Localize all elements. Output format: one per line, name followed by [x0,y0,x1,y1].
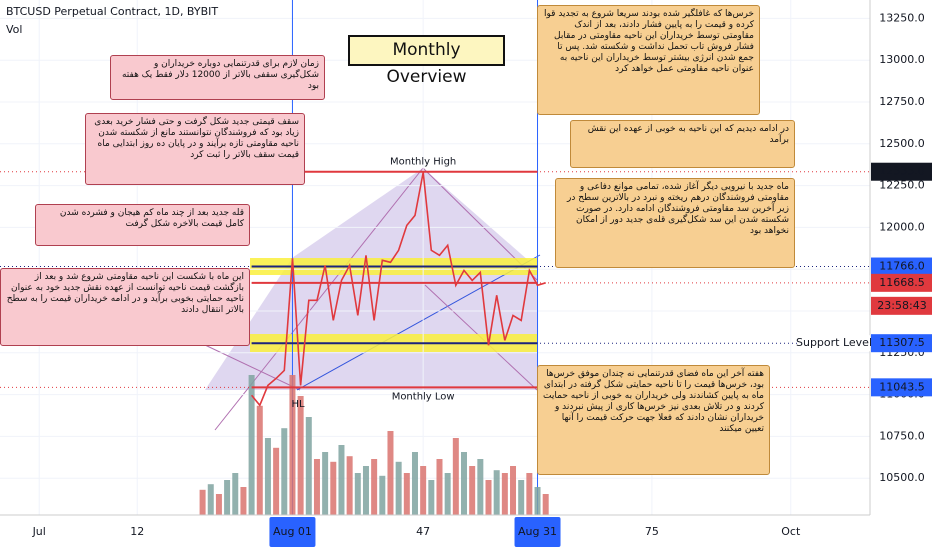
volume-label: Vol [6,23,22,36]
volume-bar [420,466,427,515]
price-label-bg [871,334,932,353]
y-tick-label: 12250.0 [879,179,925,192]
y-tick-label: 12000.0 [879,220,925,233]
volume-bar [289,375,296,515]
annotation: در ادامه دیدیم که این ناحیه به خوبی از ع… [570,120,795,168]
volume-bar [354,473,361,515]
x-tick-label: Aug 01 [273,525,312,538]
volume-bar [248,375,255,515]
volume-bar [501,473,508,515]
volume-bar [526,473,533,515]
volume-bar [485,480,492,515]
price-label-bg [871,378,932,397]
volume-bar [477,459,484,515]
annotation: قله جدید بعد از چند ماه کم هیجان و فشرده… [35,204,250,246]
price-label-bg [871,273,932,292]
price-label: 12333.0 [879,165,925,178]
volume-bar [461,452,467,515]
price-line [250,172,546,407]
volume-bar [207,484,214,515]
heading: Monthly Overview [348,35,505,87]
hl-label: HL [291,399,305,410]
price-label: 11668.5 [879,276,925,289]
volume-bar [215,494,222,515]
x-tick-label: Oct [781,525,801,538]
price-label-bg [871,162,932,181]
annotation: زمان لازم برای قدرتنمایی دوباره خریداران… [110,55,325,100]
level-name: Monthly Low [392,391,455,402]
volume-bar [224,480,231,515]
volume-bar [436,459,443,515]
y-tick-label: 12750.0 [879,95,925,108]
volume-bar [264,438,271,515]
y-tick-label: 10500.0 [879,471,925,484]
x-tick-label: 75 [645,525,659,538]
volume-bar [199,489,206,515]
y-tick-label: 10750.0 [879,429,925,442]
y-tick-label: 13000.0 [879,53,925,66]
countdown: 23:58:43 [877,299,926,312]
volume-bar [338,445,345,515]
volume-bar [281,428,288,515]
level-name: Monthly High [390,157,456,168]
volume-bar [444,473,451,515]
volume-bar [232,473,239,515]
volume-bar [411,452,418,515]
volume-bar [371,459,378,515]
volume-bar [518,480,525,515]
annotation: خرس‌ها که غافلگیر شده بودند سریعا شروع ب… [537,5,760,115]
volume-bar [330,461,337,515]
volume-bar [256,405,263,515]
annotation: این ماه با شکست این ناحیه مقاومتی شروع ش… [0,268,250,346]
volume-bar [493,470,500,515]
volume-bar [240,487,247,515]
price-label: 11307.5 [879,336,925,349]
volume-bar [387,431,394,515]
level-name-bg [798,335,870,352]
volume-bar [297,396,304,515]
price-label: 11766.0 [879,260,925,273]
x-tick-label: 12 [130,525,144,538]
volume-bar [273,447,280,515]
volume-bar [469,466,476,515]
volume-bar [346,456,353,515]
x-tick-label: Aug 31 [518,525,557,538]
level-name: Support Level [796,336,872,349]
price-label: 11043.5 [879,380,925,393]
price-label-bg [871,257,932,276]
volume-bar [395,461,402,515]
volume-bar [305,417,312,515]
volume-bar [428,480,435,515]
y-tick-label: 12500.0 [879,137,925,150]
volume-bar [362,466,369,515]
countdown-bg [871,296,932,315]
volume-bar [534,487,541,515]
volume-bar [403,473,410,515]
x-tick-label: 47 [416,525,430,538]
x-tick-label: Jul [32,525,46,538]
volume-bar [322,452,329,515]
x-tick-highlight [514,517,561,547]
annotation: سقف قیمتی جدید شکل گرفت و حتی فشار خرید … [85,113,305,185]
y-tick-label: 13250.0 [879,11,925,24]
x-tick-highlight [269,517,316,547]
volume-bar [452,438,459,515]
volume-bar [510,466,517,515]
volume-bar [542,494,549,515]
volume-bar [313,459,320,515]
trend-line [296,254,541,391]
symbol: BTCUSD Perpetual Contract, 1D, BYBIT [6,5,218,18]
volume-bar [379,475,386,515]
annotation: ماه جدید با نیرویی دیگر آغاز شده، تمامی … [555,178,795,268]
annotation: هفته آخر این ماه فضای قدرتنمایی نه چندان… [537,365,770,475]
